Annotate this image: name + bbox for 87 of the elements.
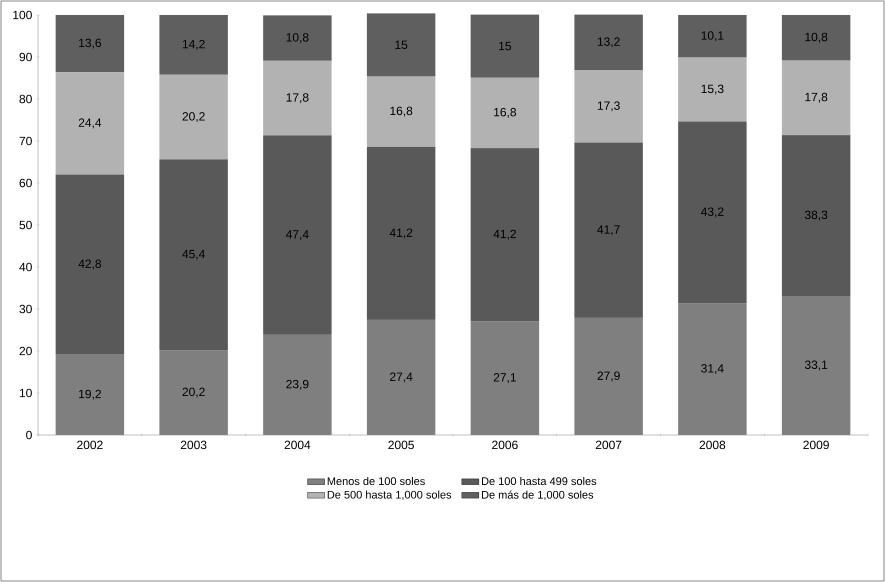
bar <box>263 15 332 61</box>
bar <box>782 296 850 435</box>
y-tick-label: 100 <box>13 10 32 20</box>
y-tick-label: 80 <box>20 94 32 104</box>
legend-label: Menos de 100 soles <box>328 477 425 486</box>
bar <box>366 13 436 76</box>
data-label: 23,9 <box>286 380 308 390</box>
x-tick-label: 2006 <box>492 440 518 450</box>
data-label: 13,2 <box>598 37 620 48</box>
bar <box>574 14 643 70</box>
data-label: 24,4 <box>78 118 102 128</box>
x-tick-label: 2008 <box>700 440 726 450</box>
bar <box>574 318 643 435</box>
data-label: 16,8 <box>390 106 412 117</box>
y-tick-label: 30 <box>19 304 32 314</box>
data-label: 38,3 <box>804 210 828 221</box>
legend-label: De 500 hasta 1,000 soles <box>328 490 452 500</box>
y-tick-label: 0 <box>26 430 32 440</box>
bar <box>263 136 332 335</box>
bar <box>159 74 228 160</box>
data-label: 10,1 <box>702 31 724 42</box>
data-label: 15 <box>499 42 512 50</box>
data-label: 41,2 <box>493 230 516 240</box>
bar <box>574 142 643 318</box>
x-tick-label: 2003 <box>180 440 206 450</box>
x-tick-label: 2009 <box>803 440 829 450</box>
bar <box>159 350 228 435</box>
data-label: 41,7 <box>597 225 620 236</box>
data-label: 20,2 <box>182 112 205 122</box>
bar <box>56 14 124 72</box>
y-tick-label: 10 <box>20 388 32 398</box>
data-label: 45,4 <box>182 250 205 260</box>
y-tick-label: 20 <box>20 346 32 356</box>
bar <box>678 14 747 58</box>
bar <box>263 334 332 435</box>
bar <box>678 57 747 122</box>
data-label: 10,8 <box>805 32 828 43</box>
data-label: 13,6 <box>79 38 102 49</box>
bar <box>56 72 124 175</box>
bar <box>470 14 540 78</box>
y-tick-label: 50 <box>19 220 32 230</box>
bar <box>574 70 643 143</box>
bar <box>159 14 228 75</box>
data-label: 17,8 <box>286 93 309 104</box>
bar <box>782 60 850 136</box>
y-tick-label: 70 <box>20 136 32 146</box>
data-label: 33,1 <box>804 360 828 370</box>
bar <box>56 354 124 435</box>
bar <box>366 320 436 435</box>
data-label: 20,2 <box>182 388 205 398</box>
bar <box>470 321 540 435</box>
data-label: 15 <box>395 40 408 49</box>
data-label: 47,4 <box>286 230 309 240</box>
data-label: 14,2 <box>182 40 205 50</box>
bar <box>56 174 124 354</box>
data-label: 19,2 <box>79 390 101 400</box>
bar <box>470 78 540 148</box>
legend-label: De más de 1,000 soles <box>482 490 594 500</box>
data-label: 31,4 <box>701 364 724 374</box>
data-label: 27,1 <box>494 373 516 384</box>
bar <box>782 14 850 60</box>
bar <box>366 146 436 320</box>
bar <box>470 148 540 322</box>
bar <box>263 60 332 136</box>
data-label: 17,8 <box>805 92 828 103</box>
y-tick-label: 40 <box>19 262 32 272</box>
x-tick-label: 2004 <box>284 440 310 450</box>
x-tick-label: 2002 <box>77 440 103 450</box>
data-label: 42,8 <box>78 260 102 270</box>
y-tick-label: 90 <box>20 52 32 62</box>
data-label: 15,3 <box>702 84 724 95</box>
bar <box>678 303 747 435</box>
x-tick-label: 2007 <box>596 440 622 450</box>
data-label: 10,8 <box>286 33 309 44</box>
data-label: 27,4 <box>390 372 412 382</box>
legend-label: De 100 hasta 499 soles <box>482 477 596 486</box>
data-label: 43,2 <box>700 207 724 218</box>
data-label: 17,3 <box>598 101 620 112</box>
data-label: 27,9 <box>598 371 620 382</box>
bar <box>366 76 436 147</box>
bar <box>159 159 228 350</box>
x-tick-label: 2005 <box>388 440 414 450</box>
data-label: 16,8 <box>494 108 516 118</box>
bar <box>678 122 747 304</box>
y-tick-label: 60 <box>20 178 32 188</box>
bar <box>782 135 850 296</box>
data-label: 41,2 <box>390 228 412 238</box>
